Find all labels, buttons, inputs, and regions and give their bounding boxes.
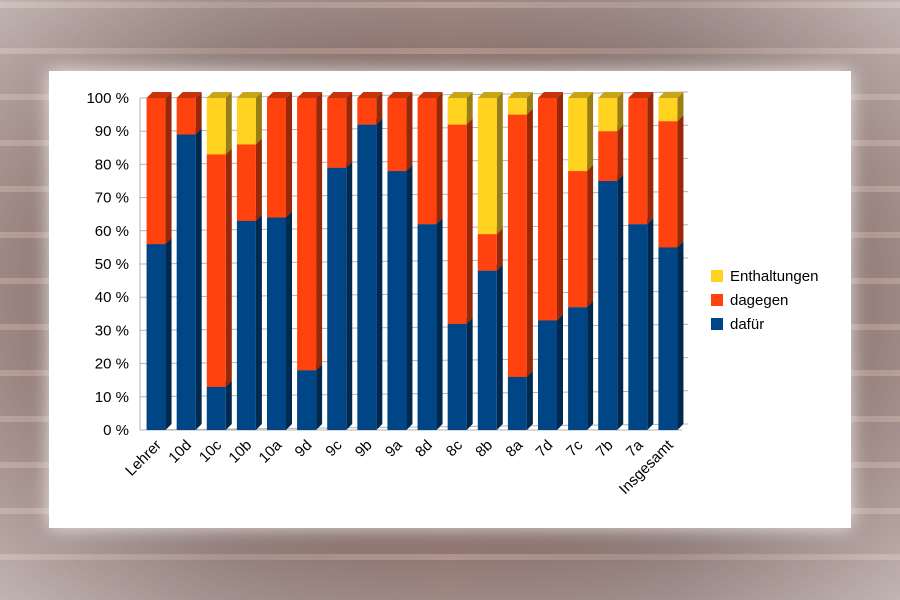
x-tick-label: 9a [382,436,406,460]
legend-label: dafür [730,316,764,333]
legend-label: dagegen [730,292,788,309]
bar-segment [598,92,624,132]
x-tick-label: Lehrer [122,437,165,480]
y-tick-label: 30 % [95,322,129,339]
x-tick-label: 7c [563,436,587,460]
bar-segment [447,317,473,430]
bar-segment [387,92,413,172]
bar-segment [658,241,684,430]
bar-segment [146,238,172,430]
y-axis-ticks: 0 % 10 % 20 % 30 % 40 % 50 % 60 % 70 % 80 % 90 % 1… [86,90,129,439]
bar-segment [357,118,383,430]
bar-segment [297,92,323,371]
bar-segment [327,161,353,430]
bars [146,92,684,431]
x-tick-label: 7d [533,437,557,461]
x-tick-label: 7b [593,437,617,461]
bar-segment [598,175,624,430]
bar-segment [658,115,684,248]
x-tick-label: 10d [165,437,195,467]
bar-segment [176,128,202,430]
y-tick-label: 100 % [86,90,129,107]
bar-segment [236,92,262,145]
bar-segment [507,108,533,377]
bar-segment [477,92,503,235]
y-tick-label: 10 % [95,389,129,406]
bar-segment [568,301,594,430]
x-tick-label: 9b [352,437,376,461]
bar-segment [538,314,563,430]
bar-segment [507,370,533,430]
bar-segment [568,92,594,172]
bar-segment [507,92,533,115]
bar-segment [267,211,292,430]
x-tick-label: 8d [412,437,436,461]
x-tick-label: 10b [225,437,255,467]
bar-segment [538,92,563,321]
bar-segment [357,92,383,125]
y-tick-label: 70 % [95,190,129,207]
bar-segment [417,218,443,430]
bar-segment [387,165,413,431]
bar-segment [206,380,232,430]
bar-segment [477,264,503,430]
grid-line [139,423,689,431]
bar-segment [206,92,232,155]
bar-segment [146,92,172,245]
x-tick-label: 8c [443,436,467,460]
y-tick-label: 0 % [103,422,129,439]
bar-segment [628,218,654,430]
x-axis-ticks: Lehrer 10d 10c 10b 10a 9d 9c 9b 9a 8d 8c 8b 8a 7d 7c 7b… [122,436,677,498]
x-tick-label: 9d [292,437,316,461]
legend-label: Enthaltungen [730,268,818,285]
y-tick-label: 90 % [95,123,129,140]
x-tick-label: 8a [502,436,526,460]
bar-segment [447,92,473,125]
legend-swatch [711,294,723,306]
bar-segment [447,118,473,324]
bar-segment [236,138,262,221]
bar-segment [267,92,292,218]
bar-segment [236,214,262,430]
x-tick-label: 10c [196,436,225,465]
bar-segment [297,364,323,430]
x-tick-label: 10a [256,436,286,466]
bar-segment [327,92,353,168]
bar-segment [477,228,503,271]
y-tick-label: 80 % [95,156,129,173]
y-tick-label: 60 % [95,223,129,240]
bar-segment [568,165,594,308]
y-tick-label: 50 % [95,256,129,273]
x-tick-label: 8b [472,437,496,461]
bar-segment [628,92,654,225]
bar-segment [417,92,443,225]
bar-segment [176,92,202,135]
y-tick-label: 40 % [95,289,129,306]
legend-swatch [711,270,723,282]
legend: Enthaltungen dagegen dafür [711,268,818,333]
legend-swatch [711,318,723,330]
bar-segment [206,148,232,387]
bar-segment [598,125,624,181]
y-tick-label: 20 % [95,356,129,373]
x-tick-label: 9c [322,436,346,460]
bar-segment [658,92,684,122]
